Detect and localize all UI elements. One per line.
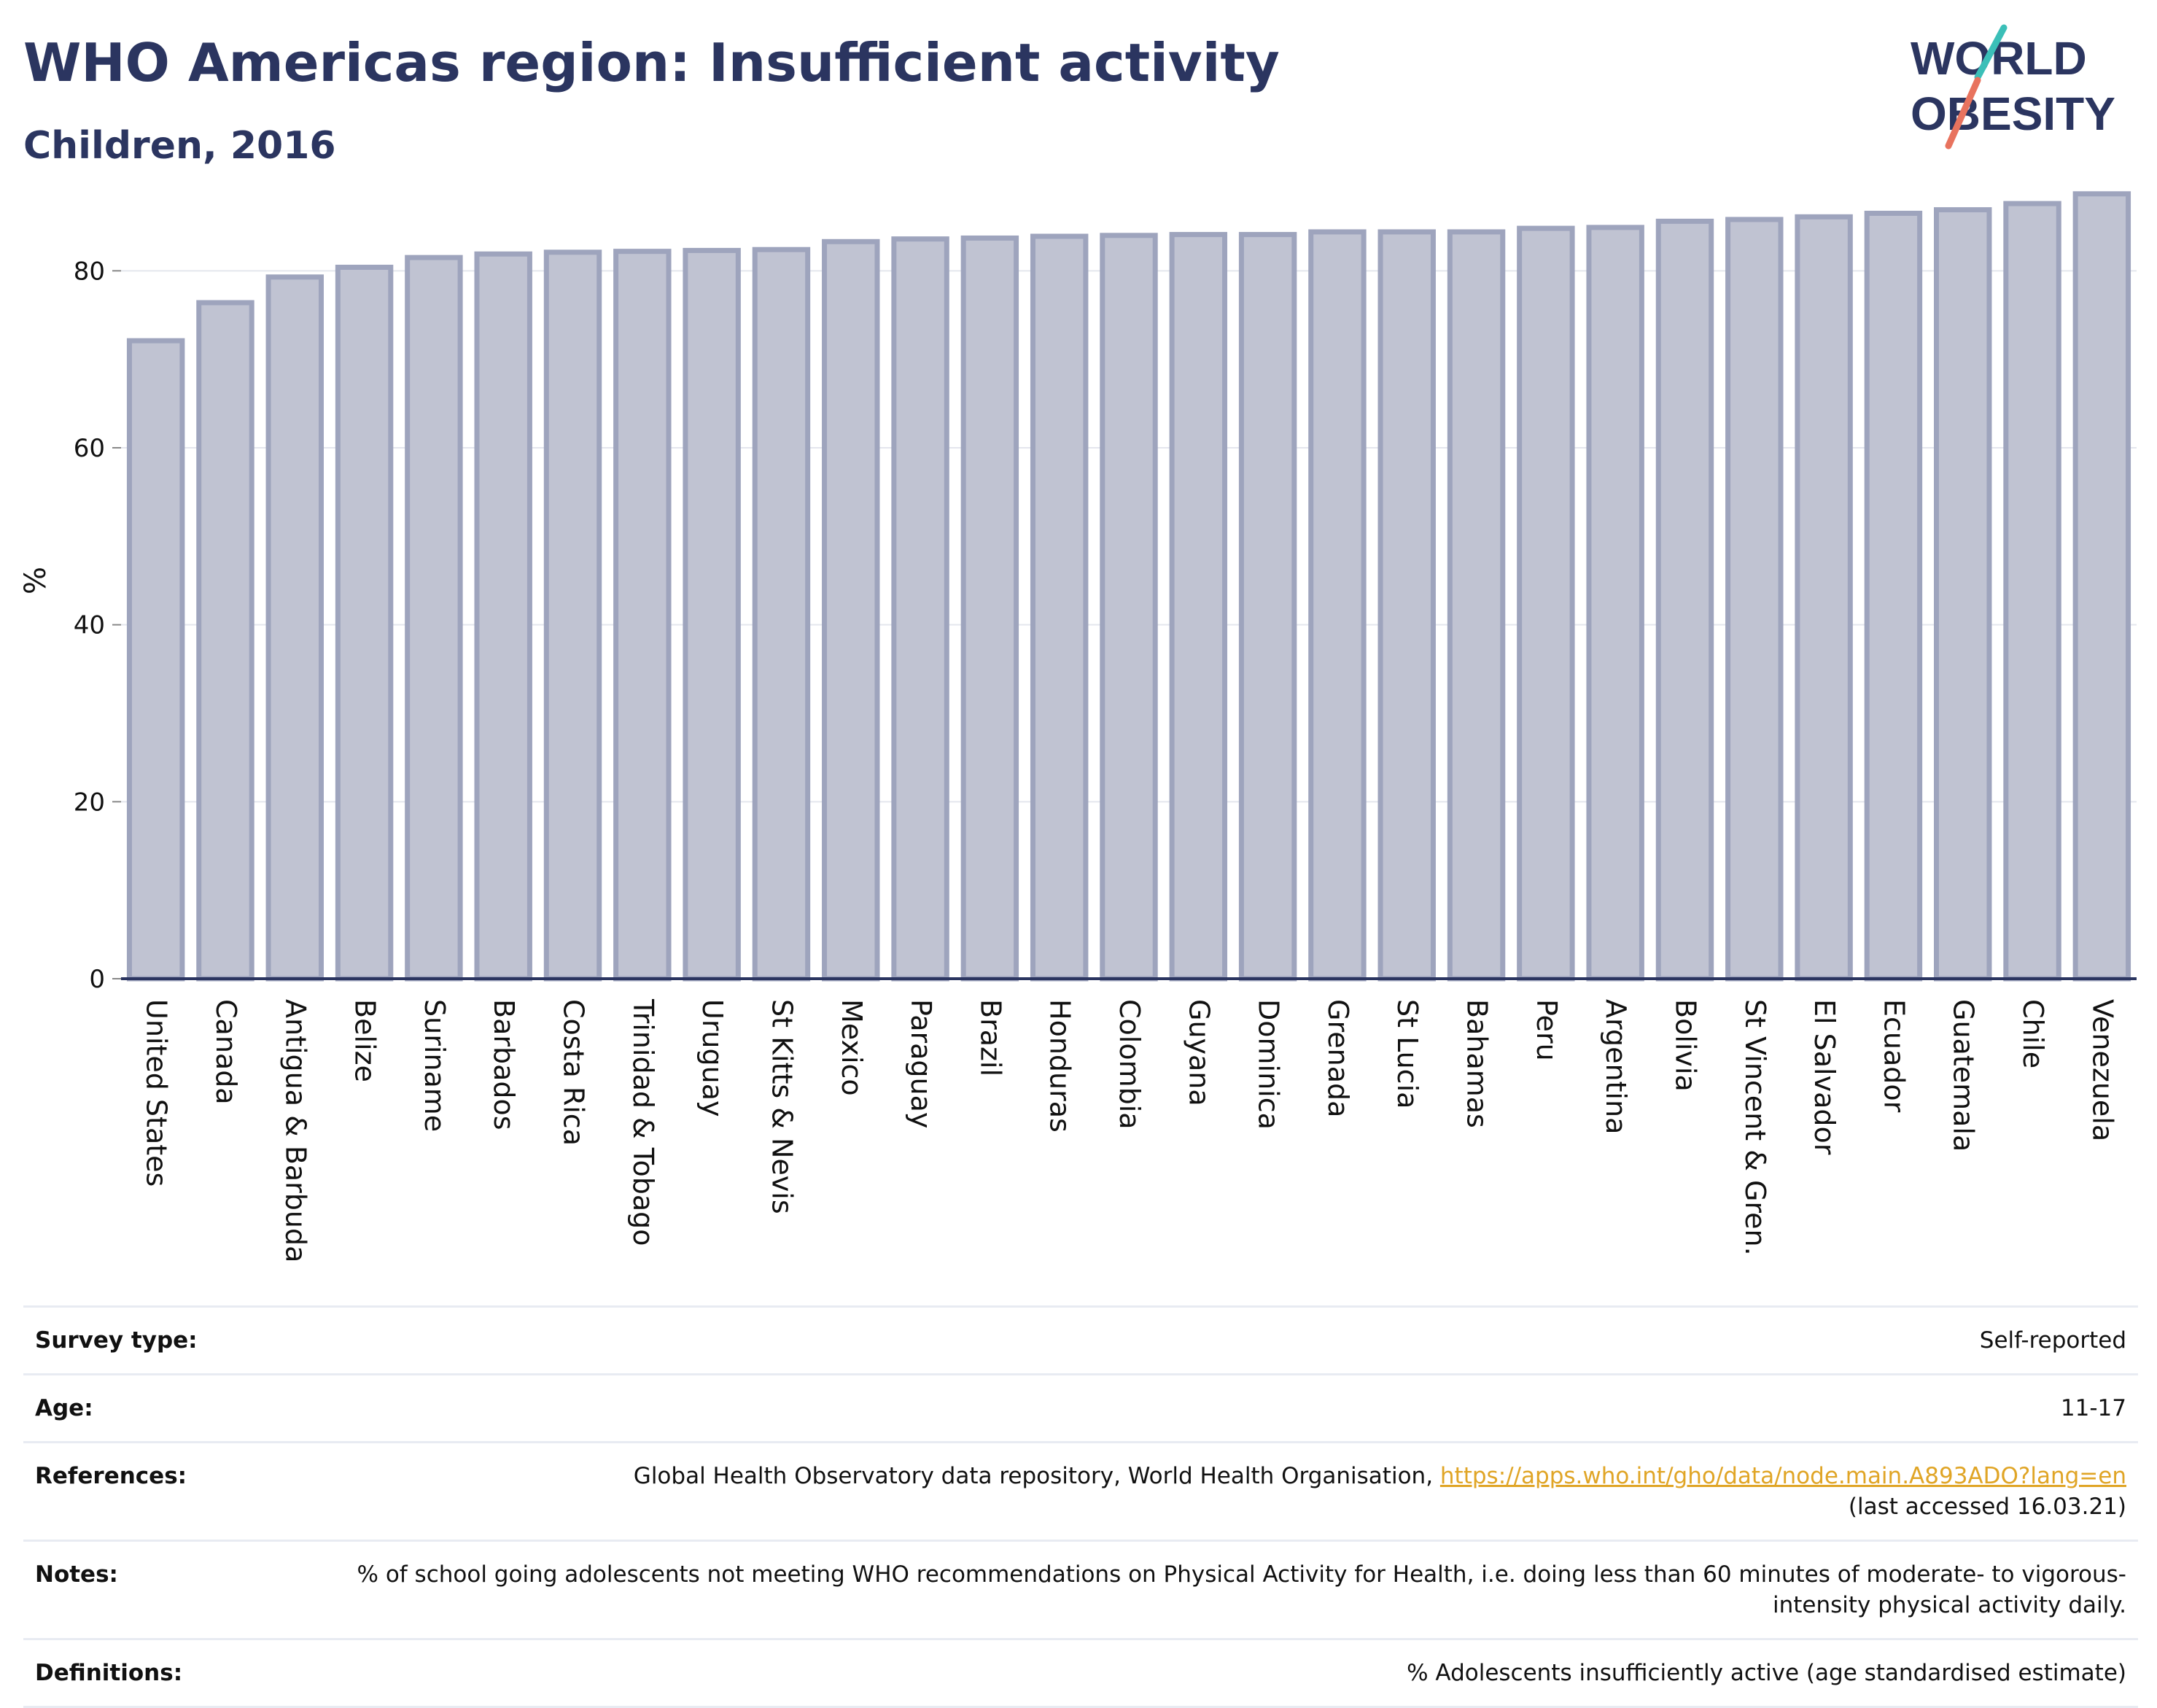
x-tick-label: Colombia xyxy=(1114,999,1146,1130)
logo-slash-coral xyxy=(1945,77,1981,150)
bar-antigua-barbuda xyxy=(265,274,324,982)
x-tick-label: Grenada xyxy=(1322,999,1354,1117)
x-tick-label: Bahamas xyxy=(1461,999,1493,1128)
x-tick-label: Ecuador xyxy=(1878,999,1910,1113)
references-value: Global Health Observatory data repositor… xyxy=(265,1441,2138,1541)
survey-type-value: Self-reported xyxy=(265,1305,2138,1375)
y-tick-label: 40 xyxy=(74,611,105,640)
meta-row-age: Age: 11-17 xyxy=(23,1373,2138,1443)
y-axis-label: % xyxy=(19,567,53,594)
x-tick-label: St Kitts & Nevis xyxy=(766,999,798,1214)
logo-line2: OBESITY xyxy=(1911,88,2115,140)
x-tick-label: St Lucia xyxy=(1391,999,1423,1109)
meta-row-definitions: Definitions: % Adolescents insufficientl… xyxy=(23,1638,2138,1708)
references-link[interactable]: https://apps.who.int/gho/data/node.main.… xyxy=(1439,1463,2126,1489)
bar-guyana xyxy=(1169,232,1228,982)
bar-colombia xyxy=(1100,233,1158,982)
x-tick-label: Dominica xyxy=(1253,999,1285,1130)
bar-venezuela xyxy=(2072,191,2131,982)
definitions-value: % Adolescents insufficiently active (age… xyxy=(265,1638,2138,1708)
logo-slash-teal xyxy=(1974,24,2008,81)
bars xyxy=(126,191,2131,982)
bar-ecuador xyxy=(1864,210,1923,982)
x-tick-label: Belize xyxy=(349,999,381,1082)
x-tick-label: Guyana xyxy=(1183,999,1215,1106)
x-tick-label: Honduras xyxy=(1044,999,1076,1133)
x-tick-label: Peru xyxy=(1531,999,1563,1061)
x-tick-label: Antigua & Barbuda xyxy=(279,999,311,1262)
bar-mexico xyxy=(822,238,880,982)
x-tick-label: United States xyxy=(141,999,173,1187)
x-tick-label: Trinidad & Tobago xyxy=(627,998,659,1246)
age-label: Age: xyxy=(23,1373,265,1443)
bar-chart: 0 20 40 60 80 % United States Canada Antigua &… xyxy=(19,191,2137,1262)
bar-honduras xyxy=(1030,233,1089,982)
definitions-label: Definitions: xyxy=(23,1638,265,1708)
bar-bolivia xyxy=(1655,218,1714,982)
meta-row-references: References: Global Health Observatory da… xyxy=(23,1441,2138,1541)
x-tick-label: Argentina xyxy=(1600,999,1632,1134)
bar-guatemala xyxy=(1934,207,1992,982)
bar-canada xyxy=(196,300,254,982)
bar-paraguay xyxy=(891,236,949,982)
y-tick-label: 80 xyxy=(74,257,105,286)
x-tick-label: St Vincent & Gren. xyxy=(1739,999,1771,1256)
x-tick-label: Venezuela xyxy=(2086,999,2118,1141)
bar-el-salvador xyxy=(1795,214,1853,982)
x-tick-label: El Salvador xyxy=(1808,999,1841,1155)
bar-costa-rica xyxy=(543,249,602,982)
bar-brazil xyxy=(960,235,1019,982)
bar-bahamas xyxy=(1447,229,1506,982)
chart-title: WHO Americas region: Insufficient activi… xyxy=(23,32,1280,93)
y-tick-label: 60 xyxy=(74,434,105,463)
references-label: References: xyxy=(23,1441,265,1541)
bar-peru xyxy=(1517,225,1575,982)
x-axis-labels: United States Canada Antigua & Barbuda Beli… xyxy=(141,998,2119,1262)
bar-suriname xyxy=(405,255,463,982)
bar-st-kitts-nevis xyxy=(752,247,811,982)
bar-argentina xyxy=(1586,225,1644,982)
metadata-table: Survey type: Self-reported Age: 11-17 Re… xyxy=(23,1305,2138,1708)
x-tick-label: Paraguay xyxy=(905,999,937,1128)
x-tick-label: Uruguay xyxy=(696,999,728,1117)
x-tick-label: Costa Rica xyxy=(558,999,590,1146)
references-text: Global Health Observatory data repositor… xyxy=(633,1463,1440,1489)
x-tick-label: Guatemala xyxy=(1948,999,1980,1152)
bar-st-lucia xyxy=(1377,229,1436,982)
chart-subtitle: Children, 2016 xyxy=(23,124,336,168)
meta-row-survey-type: Survey type: Self-reported xyxy=(23,1305,2138,1375)
bar-trinidad-tobago xyxy=(613,249,672,982)
x-tick-label: Mexico xyxy=(836,999,868,1096)
age-value: 11-17 xyxy=(265,1373,2138,1443)
references-suffix: (last accessed 16.03.21) xyxy=(1848,1494,2126,1520)
x-tick-label: Barbados xyxy=(488,999,520,1130)
bar-barbados xyxy=(474,251,532,982)
bar-st-vincent-gren- xyxy=(1725,217,1784,982)
x-tick-label: Chile xyxy=(2017,999,2049,1068)
x-tick-label: Bolivia xyxy=(1669,999,1701,1092)
bar-united-states xyxy=(126,338,185,982)
survey-type-label: Survey type: xyxy=(23,1305,265,1375)
y-tick-label: 0 xyxy=(89,965,105,994)
notes-label: Notes: xyxy=(23,1540,265,1639)
y-tick-label: 20 xyxy=(74,788,105,817)
bar-belize xyxy=(335,264,394,982)
world-obesity-logo: WORLD OBESITY xyxy=(1911,24,2115,150)
x-tick-label: Suriname xyxy=(419,999,451,1132)
bar-dominica xyxy=(1238,232,1297,982)
bar-chile xyxy=(2003,201,2061,982)
meta-row-notes: Notes: % of school going adolescents not… xyxy=(23,1540,2138,1639)
y-axis: 0 20 40 60 80 xyxy=(74,257,121,994)
x-tick-label: Canada xyxy=(210,999,242,1105)
notes-value: % of school going adolescents not meetin… xyxy=(265,1540,2138,1639)
bar-uruguay xyxy=(683,247,741,982)
bar-grenada xyxy=(1308,229,1367,982)
x-tick-label: Brazil xyxy=(974,999,1006,1076)
